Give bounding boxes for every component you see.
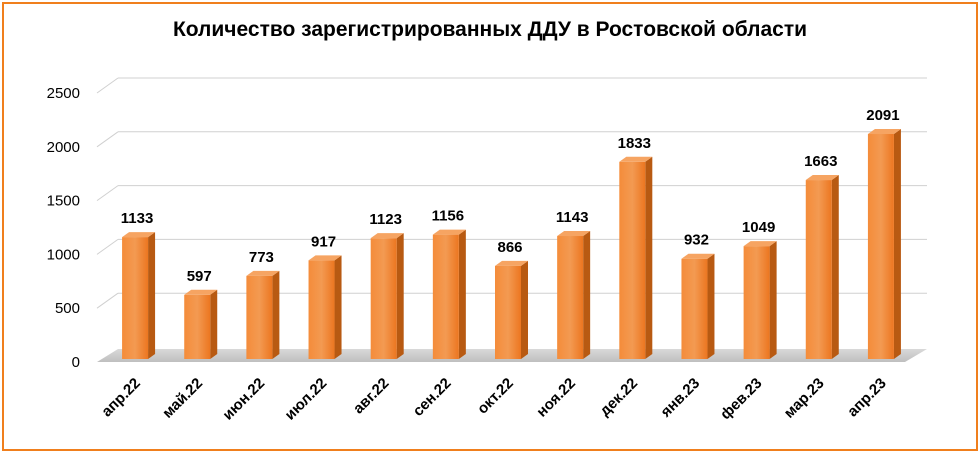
x-tick-label: янв.23	[657, 375, 703, 421]
x-axis: апр.22 май.22 июн.22 июл.22 авг.22 сен.22 окт.…	[98, 375, 889, 424]
bar	[184, 289, 218, 359]
bar-front	[184, 294, 211, 359]
bar-top	[867, 129, 901, 135]
value-label: 597	[187, 268, 212, 285]
bar-front	[122, 237, 149, 359]
bars-layer	[122, 129, 901, 359]
x-tick-label: апр.23	[844, 375, 890, 421]
x-tick-label: апр.22	[98, 375, 144, 421]
bar-front	[246, 275, 273, 359]
value-label: 1143	[556, 209, 589, 226]
x-tick-label: июл.22	[282, 375, 331, 424]
gridline-diagonal	[96, 185, 119, 202]
bar-top	[246, 270, 280, 276]
bar-top	[743, 241, 777, 247]
value-label: 866	[497, 239, 522, 256]
chart-title: Количество зарегистрированных ДДУ в Рост…	[172, 18, 808, 41]
value-label: 1663	[804, 153, 837, 170]
bar	[743, 241, 777, 359]
bar	[122, 232, 156, 359]
bar-top	[432, 229, 466, 235]
value-label: 2091	[866, 107, 899, 124]
bar-side	[645, 156, 653, 359]
bar-front	[743, 246, 770, 359]
bar-side	[521, 260, 528, 359]
bar-side	[769, 241, 777, 359]
y-tick-label: 2500	[47, 85, 80, 102]
x-tick-label: сен.22	[410, 375, 455, 420]
gridline-diagonal	[96, 238, 119, 255]
bar	[432, 229, 466, 359]
bar	[370, 233, 404, 359]
bar-side	[707, 253, 715, 359]
x-tick-label: окт.22	[474, 375, 517, 418]
bar-top	[557, 231, 591, 237]
bar-front	[681, 258, 708, 359]
x-tick-label: июн.22	[219, 375, 268, 424]
bar-front	[557, 236, 584, 359]
bar-top	[619, 156, 653, 162]
bar-front	[432, 234, 459, 359]
bar	[681, 253, 715, 359]
bar-side	[583, 231, 591, 359]
bar-front	[619, 161, 646, 359]
bar-side	[210, 289, 218, 359]
bar-top	[805, 175, 839, 181]
value-label: 932	[684, 232, 709, 249]
bar-front	[867, 134, 894, 359]
bar	[495, 260, 528, 359]
x-tick-label: дек.22	[596, 375, 641, 420]
value-label: 1123	[369, 211, 402, 228]
y-tick-label: 1000	[47, 246, 80, 263]
value-label: 1049	[742, 219, 775, 236]
value-label: 1133	[121, 210, 154, 227]
x-tick-label: мар.23	[781, 375, 828, 422]
y-tick-label: 500	[55, 300, 80, 317]
x-tick-label: авг.22	[350, 375, 393, 418]
bar-top	[184, 289, 218, 295]
y-tick-label: 0	[72, 354, 80, 371]
value-label: 1156	[432, 208, 465, 225]
bar-top	[308, 255, 342, 261]
gridline-diagonal	[96, 131, 119, 148]
bar-side	[893, 129, 901, 359]
bar-side	[396, 233, 404, 359]
value-label: 1833	[618, 135, 651, 152]
bar-top	[495, 260, 528, 266]
bar-front	[805, 180, 832, 359]
bar-top	[122, 232, 156, 238]
bar	[805, 175, 839, 359]
bar-top	[370, 233, 404, 239]
bar	[246, 270, 280, 359]
x-tick-label: май.22	[159, 375, 206, 422]
bar-top	[681, 253, 715, 259]
x-tick-label: ноя.22	[533, 375, 579, 421]
x-tick-label: фев.23	[717, 375, 765, 423]
y-axis: 0 500 1000 1500 2000 2500	[47, 85, 80, 371]
gridline-diagonal	[96, 77, 119, 94]
bar-side	[148, 232, 156, 359]
bar-side	[334, 255, 342, 359]
value-label: 917	[311, 233, 336, 250]
y-tick-label: 1500	[47, 193, 80, 210]
bar-front	[308, 260, 335, 359]
bar-side	[831, 175, 839, 359]
bar-front	[495, 265, 521, 359]
bar	[557, 231, 591, 359]
bar	[867, 129, 901, 359]
y-tick-label: 2000	[47, 139, 80, 156]
bar-side	[272, 270, 280, 359]
value-label: 773	[249, 249, 274, 266]
bar-side	[458, 229, 466, 359]
bar	[308, 255, 342, 359]
gridline-diagonal	[96, 292, 119, 309]
bar-front	[370, 238, 397, 359]
bar	[619, 156, 653, 359]
value-labels: 1133 597 773 917 1123 1156 866 1143 1833 932 1049 1…	[121, 107, 900, 285]
